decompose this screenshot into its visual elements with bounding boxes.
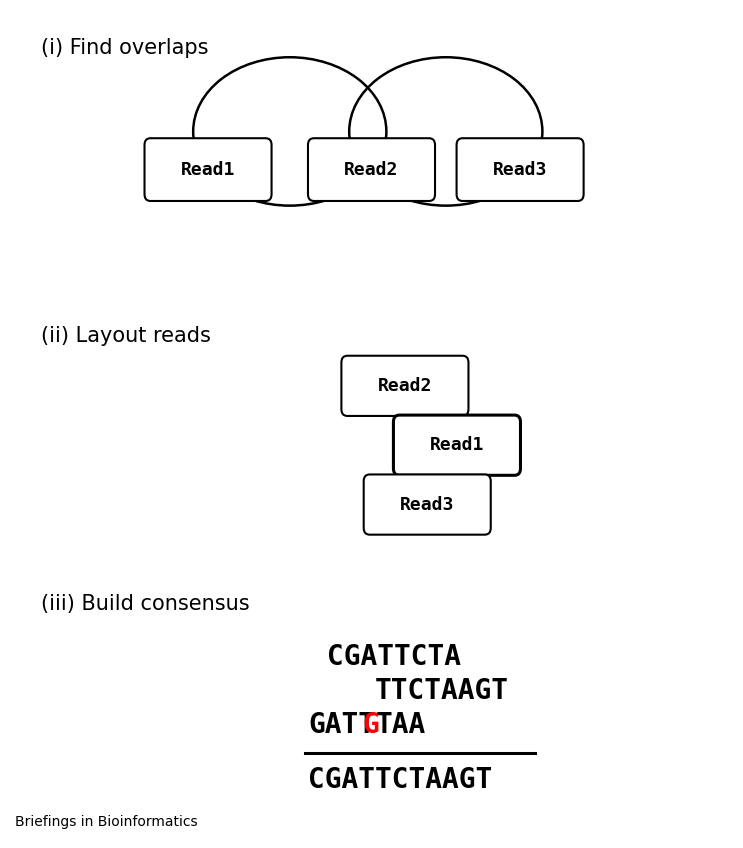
Text: TTCTAAGT: TTCTAAGT — [375, 677, 509, 706]
FancyBboxPatch shape — [342, 356, 469, 416]
Text: CGATTCTA: CGATTCTA — [327, 643, 461, 672]
FancyBboxPatch shape — [363, 475, 490, 535]
Text: G: G — [363, 711, 379, 739]
Text: (i) Find overlaps: (i) Find overlaps — [41, 38, 208, 59]
Text: GATT: GATT — [308, 711, 375, 739]
FancyBboxPatch shape — [456, 138, 583, 201]
Text: Read3: Read3 — [400, 495, 455, 514]
Text: TAA: TAA — [376, 711, 426, 739]
Text: (iii) Build consensus: (iii) Build consensus — [41, 594, 250, 614]
FancyBboxPatch shape — [144, 138, 272, 201]
Text: (ii) Layout reads: (ii) Layout reads — [41, 326, 211, 347]
FancyBboxPatch shape — [308, 138, 435, 201]
Text: Read3: Read3 — [493, 160, 548, 179]
Text: Briefings in Bioinformatics: Briefings in Bioinformatics — [15, 815, 198, 829]
Text: Read1: Read1 — [429, 436, 484, 455]
FancyBboxPatch shape — [394, 416, 520, 475]
Text: Read2: Read2 — [344, 160, 399, 179]
Text: Read1: Read1 — [181, 160, 236, 179]
Text: Read2: Read2 — [377, 377, 432, 395]
Text: CGATTCTAAGT: CGATTCTAAGT — [308, 766, 493, 795]
